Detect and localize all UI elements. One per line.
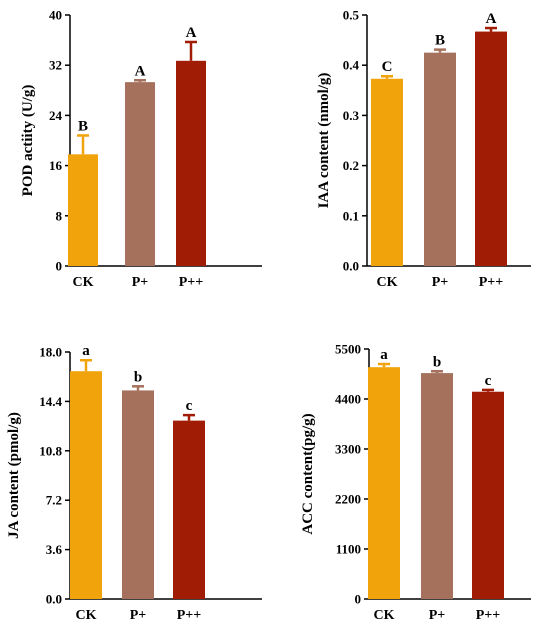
y-axis-title: POD actiity (U/g) [20, 85, 36, 197]
significance-label: C [382, 59, 393, 75]
bar-pplusplus [475, 31, 507, 267]
y-tick-label: 1100 [336, 542, 361, 557]
bar-pplus [424, 52, 456, 267]
y-tick-label: 40 [49, 8, 62, 23]
y-tick-label: 0.1 [343, 208, 359, 223]
x-category-label: P+ [132, 275, 149, 290]
bar-ck [368, 367, 400, 599]
y-tick-label: 16 [49, 158, 63, 173]
significance-label: a [82, 343, 90, 359]
y-axis-title: IAA content (nmol/g) [316, 73, 332, 209]
y-tick-label: 18.0 [39, 345, 62, 360]
significance-label: b [433, 354, 441, 370]
significance-label: A [135, 63, 146, 79]
y-tick-label: 0.4 [343, 58, 360, 73]
bar-pplus [122, 390, 154, 599]
y-tick-label: 0 [355, 592, 362, 607]
y-tick-label: 32 [49, 58, 62, 73]
x-category-label: CK [73, 275, 94, 290]
x-category-label: P++ [476, 608, 501, 623]
x-category-label: P+ [429, 608, 446, 623]
chart-panel-1: 0 8 16 24 32 40 POD actiity (U/g) B CK A P+ A P++ [20, 8, 262, 290]
y-tick-label: 0.0 [343, 259, 359, 274]
y-tick-label: 14.4 [39, 394, 62, 409]
bar-ck [68, 154, 98, 266]
significance-label: c [186, 398, 193, 414]
y-axis-title: ACC content(pg/g) [300, 413, 316, 534]
significance-label: B [78, 118, 88, 134]
chart-panel-3: 0.0 3.6 7.2 10.8 14.4 18.0 JA content (pmol/g)… [6, 343, 262, 623]
y-axis-title: JA content (pmol/g) [6, 412, 22, 539]
significance-label: a [380, 347, 388, 363]
y-tick-label: 0.0 [46, 592, 62, 607]
x-category-label: CK [76, 608, 97, 623]
bar-ck [371, 78, 403, 266]
bar-ck [70, 371, 102, 599]
bar-pplus [125, 82, 155, 266]
y-tick-label: 0.5 [343, 8, 360, 23]
x-category-label: P+ [130, 608, 147, 623]
y-tick-label: 3300 [335, 442, 361, 457]
y-tick-label: 7.2 [46, 493, 62, 508]
y-tick-label: 8 [56, 208, 63, 223]
x-category-label: CK [377, 275, 398, 290]
chart-panel-2: 0.0 0.1 0.2 0.3 0.4 0.5 IAA content (nmol/g) C C… [316, 8, 531, 290]
y-tick-label: 0 [56, 259, 63, 274]
x-category-label: P++ [177, 608, 202, 623]
x-category-label: P+ [432, 275, 449, 290]
y-tick-label: 2200 [335, 492, 361, 507]
y-tick-label: 5500 [335, 342, 361, 357]
bar-pplusplus [173, 420, 205, 599]
significance-label: c [485, 373, 492, 389]
y-tick-label: 10.8 [39, 443, 62, 458]
significance-label: B [435, 33, 445, 49]
significance-label: b [134, 369, 142, 385]
y-tick-label: 24 [49, 108, 63, 123]
y-tick-label: 3.6 [46, 542, 63, 557]
chart-panel-4: 0 1100 2200 3300 4400 5500 ACC content(pg/g) a C… [300, 342, 531, 623]
significance-label: A [186, 25, 197, 41]
x-category-label: CK [374, 608, 395, 623]
x-category-label: P++ [479, 275, 504, 290]
y-tick-label: 0.2 [343, 158, 359, 173]
significance-label: A [486, 11, 497, 27]
y-tick-label: 4400 [335, 392, 361, 407]
x-category-label: P++ [179, 275, 204, 290]
bar-pplusplus [472, 391, 504, 599]
y-tick-label: 0.3 [343, 108, 360, 123]
bar-pplus [421, 373, 453, 599]
bar-pplusplus [176, 60, 206, 267]
